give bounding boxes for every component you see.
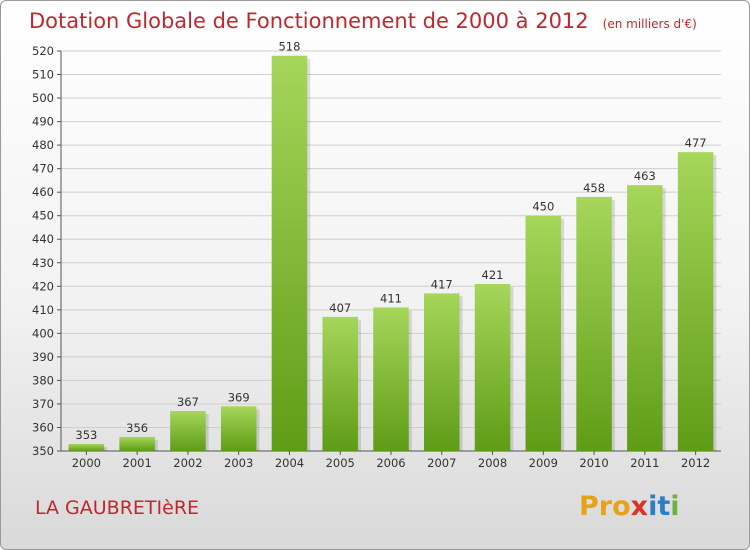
data-label-2000: 353 — [75, 428, 97, 442]
bars — [68, 55, 717, 452]
logo-part-3: it — [648, 491, 671, 522]
data-label-2009: 450 — [532, 200, 554, 214]
data-label-2004: 518 — [278, 40, 300, 54]
x-tick-label-2005: 2005 — [326, 456, 355, 470]
chart-title: Dotation Globale de Fonctionnement de 20… — [29, 9, 697, 33]
chart-subtitle: (en milliers d'€) — [602, 17, 697, 31]
x-tick-label-2007: 2007 — [427, 456, 456, 470]
y-tick-label: 350 — [32, 444, 54, 458]
proxiti-logo: Proxiti — [579, 491, 680, 522]
x-tick-label-2001: 2001 — [123, 456, 152, 470]
data-label-2010: 458 — [583, 181, 605, 195]
bar-2008 — [474, 283, 511, 451]
bar-2005 — [322, 316, 358, 451]
labels: 350 360 370 380 390 400 410 420 430 440 450 460 470 4… — [32, 40, 710, 470]
y-tick-label: 430 — [32, 256, 54, 270]
y-tick-label: 470 — [32, 162, 54, 176]
logo-part-4: i — [670, 491, 680, 522]
bar-2010 — [576, 196, 612, 451]
bar-2011 — [627, 185, 663, 451]
x-tick-label-2008: 2008 — [478, 456, 507, 470]
x-tick-label-2006: 2006 — [376, 456, 405, 470]
logo-part-2: x — [630, 491, 649, 522]
y-tick-label: 490 — [32, 115, 54, 129]
y-tick-label: 450 — [32, 209, 54, 223]
logo-part-1: Pro — [579, 491, 631, 522]
y-tick-label: 500 — [32, 91, 54, 105]
y-tick-label: 410 — [32, 303, 54, 317]
x-tick-label-2011: 2011 — [630, 456, 659, 470]
y-tick-label: 420 — [32, 279, 54, 293]
x-tick-label-2012: 2012 — [681, 456, 710, 470]
y-tick-label: 400 — [32, 326, 54, 340]
y-tick-label: 510 — [32, 68, 54, 82]
x-tick-label-2003: 2003 — [224, 456, 253, 470]
data-label-2005: 407 — [329, 301, 351, 315]
data-label-2007: 417 — [431, 277, 453, 291]
bar-2004 — [271, 55, 308, 452]
chart-title-text: Dotation Globale de Fonctionnement de 20… — [29, 9, 589, 33]
y-tick-label: 390 — [32, 350, 54, 364]
bar-2002 — [170, 411, 206, 451]
y-tick-label: 370 — [32, 397, 54, 411]
bar-2009 — [525, 215, 562, 451]
bar-2000 — [68, 443, 105, 451]
bar-2006 — [373, 307, 409, 451]
y-tick-label: 360 — [32, 420, 54, 434]
data-label-2002: 367 — [177, 395, 199, 409]
bar-2001 — [119, 436, 155, 451]
bar-2003 — [220, 406, 257, 451]
y-tick-label: 380 — [32, 373, 54, 387]
place-name: LA GAUBRETIèRE — [35, 497, 200, 519]
y-tick-label: 440 — [32, 232, 54, 246]
bar-2012 — [677, 152, 714, 452]
data-label-2003: 369 — [228, 390, 250, 404]
x-tick-label-2009: 2009 — [529, 456, 558, 470]
y-tick-label: 480 — [32, 138, 54, 152]
x-tick-label-2004: 2004 — [275, 456, 304, 470]
data-label-2008: 421 — [482, 268, 504, 282]
x-tick-label-2002: 2002 — [173, 456, 202, 470]
data-label-2001: 356 — [126, 421, 148, 435]
bar-2007 — [424, 293, 460, 451]
data-label-2012: 477 — [685, 136, 707, 150]
data-label-2011: 463 — [634, 169, 656, 183]
y-tick-label: 460 — [32, 185, 54, 199]
x-tick-label-2010: 2010 — [579, 456, 608, 470]
data-label-2006: 411 — [380, 291, 402, 305]
x-tick-label-2000: 2000 — [72, 456, 101, 470]
y-tick-label: 520 — [32, 44, 54, 58]
